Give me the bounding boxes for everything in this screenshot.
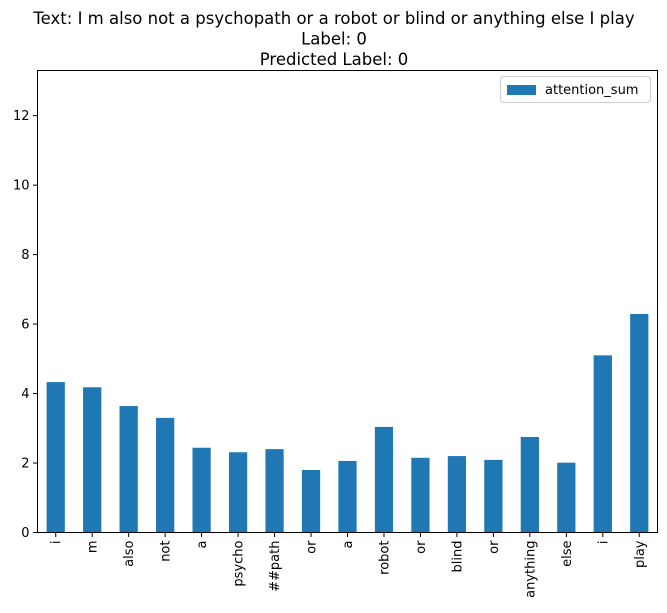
title-line-2: Predicted Label: 0 (260, 50, 409, 69)
x-tick-label-16: play (633, 540, 648, 568)
x-tick-label-14: else (560, 541, 575, 567)
title-line-1: Label: 0 (301, 30, 367, 49)
x-tick-label-1: m (86, 541, 101, 554)
x-tick-label-7: or (305, 540, 320, 554)
legend-swatch (507, 85, 536, 95)
y-tick-label-6: 12 (13, 109, 30, 124)
x-tick-label-5: psycho (232, 540, 247, 586)
bars (46, 314, 649, 533)
bar-0 (46, 382, 65, 533)
x-tick-label-6: ##path (268, 541, 283, 592)
bar-13 (520, 436, 539, 533)
y-tick-label-5: 10 (13, 179, 30, 194)
x-tick-label-9: robot (377, 541, 392, 575)
y-axis: 0 2 4 6 8 10 12 (13, 109, 38, 541)
x-tick-label-13: anything (523, 541, 538, 598)
x-tick-label-0: i (49, 541, 64, 545)
y-tick-label-4: 8 (21, 248, 29, 263)
bar-12 (484, 459, 503, 533)
x-tick-label-4: a (195, 541, 210, 549)
bar-7 (301, 469, 321, 533)
x-tick-label-11: blind (450, 541, 465, 573)
bar-6 (265, 449, 284, 533)
y-tick-label-1: 2 (21, 457, 29, 472)
y-tick-label-2: 4 (21, 387, 29, 402)
bar-4 (192, 447, 211, 533)
x-tick-label-10: or (414, 540, 429, 554)
bar-8 (338, 460, 357, 533)
bar-9 (374, 426, 394, 533)
x-tick-label-15: i (596, 541, 611, 545)
bar-5 (228, 452, 248, 533)
legend-box (500, 76, 651, 103)
chart-title: Text: I m also not a psychopath or a rob… (32, 9, 634, 69)
y-tick-label-3: 6 (21, 318, 29, 333)
x-tick-label-12: or (487, 540, 502, 554)
plot-area-frame (37, 70, 658, 533)
x-axis: i m also not a psycho ##path or a robot or blind or a… (49, 532, 648, 598)
x-tick-label-3: not (159, 541, 174, 562)
bar-2 (119, 406, 138, 533)
x-tick-label-8: a (341, 541, 356, 549)
bar-3 (156, 417, 175, 533)
bar-14 (557, 462, 576, 533)
bar-10 (411, 457, 430, 533)
x-tick-label-2: also (122, 540, 137, 566)
legend-label: attention_sum (545, 83, 638, 98)
bar-1 (83, 387, 102, 533)
y-tick-label-0: 0 (21, 526, 29, 541)
bar-11 (447, 456, 467, 533)
title-line-0: Text: I m also not a psychopath or a rob… (32, 9, 634, 28)
bar-16 (630, 314, 649, 533)
legend: attention_sum (500, 76, 651, 103)
bar-15 (593, 355, 612, 533)
